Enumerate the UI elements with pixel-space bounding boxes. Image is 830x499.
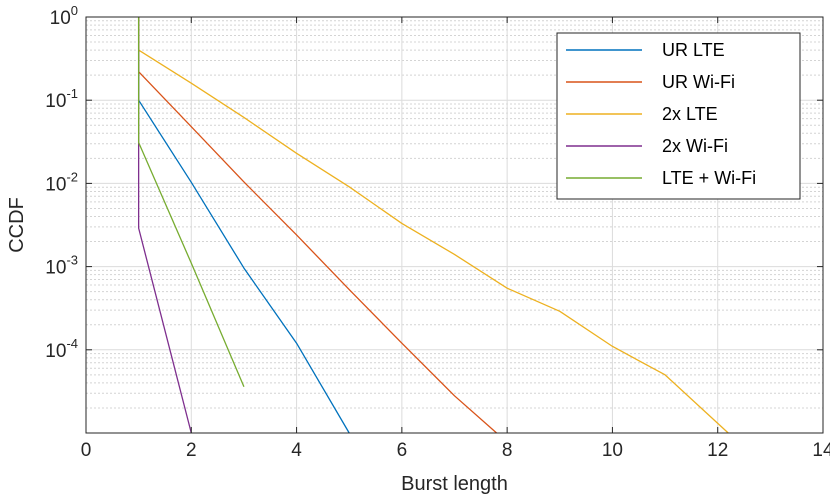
- x-tick-label: 6: [397, 440, 408, 461]
- x-tick-label: 12: [707, 440, 728, 461]
- x-tick-label: 8: [502, 440, 513, 461]
- y-tick-label: 100: [50, 3, 78, 29]
- y-axis-label: CCDF: [6, 197, 28, 253]
- y-tick-label: 10-1: [45, 86, 78, 112]
- series-line-ur-wi-fi: [137, 17, 498, 434]
- x-tick-label: 4: [291, 440, 302, 461]
- y-tick-label: 10-2: [45, 169, 78, 195]
- x-tick-label: 2: [186, 440, 197, 461]
- series-line-2x-lte: [137, 17, 729, 434]
- legend-label: UR LTE: [662, 40, 725, 60]
- x-tick-label: 14: [812, 440, 830, 461]
- tick-marks: [85, 16, 824, 433]
- x-tick-label: 0: [81, 440, 92, 461]
- legend-box: [556, 32, 801, 200]
- x-tick-label: 10: [602, 440, 623, 461]
- minor-grid: [86, 20, 823, 409]
- legend-label: 2x LTE: [662, 104, 718, 124]
- legend-label: UR Wi-Fi: [662, 72, 735, 92]
- x-axis-label: Burst length: [401, 473, 508, 495]
- series-layer: [137, 17, 729, 434]
- legend-label: LTE + Wi-Fi: [662, 168, 756, 188]
- legend: UR LTE UR Wi-Fi 2x LTE 2x Wi-Fi LTE + Wi-Fi: [556, 32, 801, 200]
- series-line-lte-wi-fi: [137, 17, 245, 387]
- x-tick-labels: 0 2 4 6 8 10 12 14: [81, 440, 830, 461]
- legend-label: 2x Wi-Fi: [662, 136, 728, 156]
- plot-frame: [85, 16, 824, 434]
- y-tick-labels: 100 10-1 10-2 10-3 10-4: [45, 3, 78, 362]
- y-tick-label: 10-3: [45, 253, 78, 279]
- y-tick-label: 10-4: [45, 336, 78, 362]
